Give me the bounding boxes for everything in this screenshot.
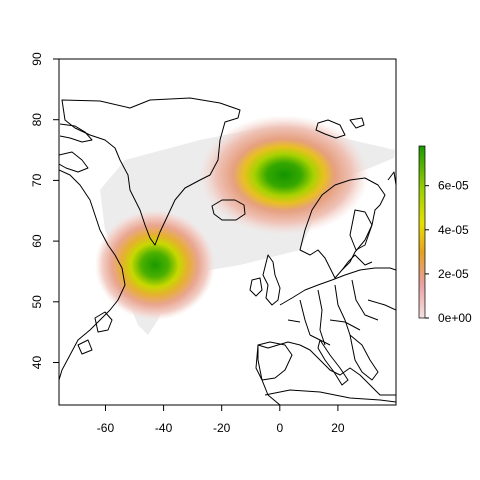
baltic-outline xyxy=(341,254,373,271)
colorbar-tick-label: 2e-05 xyxy=(438,267,469,281)
x-tick-label: 0 xyxy=(276,421,283,435)
scandinavia-outline xyxy=(299,177,386,279)
baffin-outline xyxy=(59,151,89,173)
y-axis: 40 50 60 70 80 90 xyxy=(30,52,59,369)
y-tick-label: 90 xyxy=(30,52,44,66)
labrador-outline xyxy=(59,169,126,381)
coastlines xyxy=(59,97,396,405)
ireland-outline xyxy=(249,277,263,297)
y-tick-label: 50 xyxy=(30,295,44,309)
plot-frame xyxy=(58,58,397,406)
great-britain-outline xyxy=(262,254,281,306)
franz-josef-outline xyxy=(349,117,365,129)
x-tick-label: -20 xyxy=(213,421,231,435)
greenland-outline xyxy=(61,97,241,246)
y-tick-label: 60 xyxy=(30,234,44,248)
density-peak-west xyxy=(95,210,215,320)
iceland-outline xyxy=(211,199,246,221)
finland-outline xyxy=(349,209,373,251)
x-axis: -60 -40 -20 0 20 xyxy=(97,405,345,435)
country-borders xyxy=(287,279,396,346)
map-area xyxy=(59,97,396,405)
svalbard-outline xyxy=(315,119,346,139)
colorbar-gradient xyxy=(418,145,426,319)
italy-outline xyxy=(317,339,349,386)
north-africa-outline xyxy=(264,389,396,403)
arctic-islands-outline xyxy=(59,123,93,143)
x-tick-label: -60 xyxy=(97,421,115,435)
iberia-outline xyxy=(255,341,293,381)
newfoundland-outline xyxy=(94,311,113,333)
density-peak-east xyxy=(199,115,369,235)
balkans-outline xyxy=(349,334,379,381)
colorbar-ticks: 0e+00 2e-05 4e-05 6e-05 xyxy=(425,179,472,325)
y-tick-label: 70 xyxy=(30,173,44,187)
europe-outline xyxy=(257,267,396,405)
x-tick-label: -40 xyxy=(155,421,173,435)
y-tick-label: 40 xyxy=(30,356,44,370)
x-tick-label: 20 xyxy=(331,421,345,435)
colorbar-tick-label: 0e+00 xyxy=(438,311,472,325)
colorbar-tick-label: 6e-05 xyxy=(438,179,469,193)
y-tick-label: 80 xyxy=(30,113,44,127)
colorbar-legend: 0e+00 2e-05 4e-05 6e-05 xyxy=(418,145,472,325)
novaya-zemlya-outline xyxy=(387,171,396,186)
nova-scotia-outline xyxy=(77,339,93,355)
colorbar-tick-label: 4e-05 xyxy=(438,223,469,237)
